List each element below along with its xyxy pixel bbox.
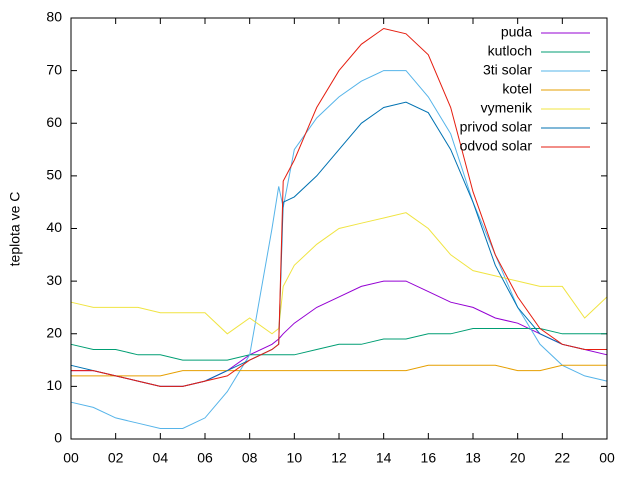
y-axis-label: teplota ve C xyxy=(7,192,23,267)
legend-label: odvod solar xyxy=(460,138,533,154)
x-tick-label: 12 xyxy=(331,450,347,466)
legend-label: kutloch xyxy=(488,43,532,59)
x-tick-label: 14 xyxy=(376,450,392,466)
y-tick-label: 40 xyxy=(46,219,62,235)
x-tick-label: 08 xyxy=(242,450,258,466)
legend-label: kotel xyxy=(502,81,532,97)
x-tick-label: 22 xyxy=(555,450,571,466)
x-tick-label: 00 xyxy=(63,450,79,466)
y-tick-label: 60 xyxy=(46,114,62,130)
x-tick-label: 18 xyxy=(465,450,481,466)
x-tick-label: 20 xyxy=(510,450,526,466)
legend-label: privod solar xyxy=(460,119,533,135)
x-tick-label: 00 xyxy=(599,450,615,466)
y-tick-label: 50 xyxy=(46,167,62,183)
x-tick-label: 04 xyxy=(153,450,169,466)
x-tick-label: 10 xyxy=(287,450,303,466)
legend-label: puda xyxy=(501,24,532,40)
x-tick-label: 02 xyxy=(108,450,124,466)
y-tick-label: 0 xyxy=(54,430,62,446)
y-tick-label: 20 xyxy=(46,324,62,340)
series-line xyxy=(71,27,607,387)
series-line xyxy=(70,212,608,335)
y-tick-label: 80 xyxy=(46,9,62,25)
series-line xyxy=(70,328,607,361)
y-tick-label: 70 xyxy=(46,61,62,77)
x-tick-label: 16 xyxy=(421,450,437,466)
series-line xyxy=(70,70,608,429)
series-line xyxy=(71,364,607,377)
plot-border xyxy=(70,17,608,440)
y-tick-label: 30 xyxy=(46,272,62,288)
legend-label: vymenik xyxy=(481,100,533,116)
y-tick-label: 10 xyxy=(46,377,62,393)
x-tick-label: 06 xyxy=(197,450,213,466)
legend-label: 3ti solar xyxy=(483,62,532,78)
